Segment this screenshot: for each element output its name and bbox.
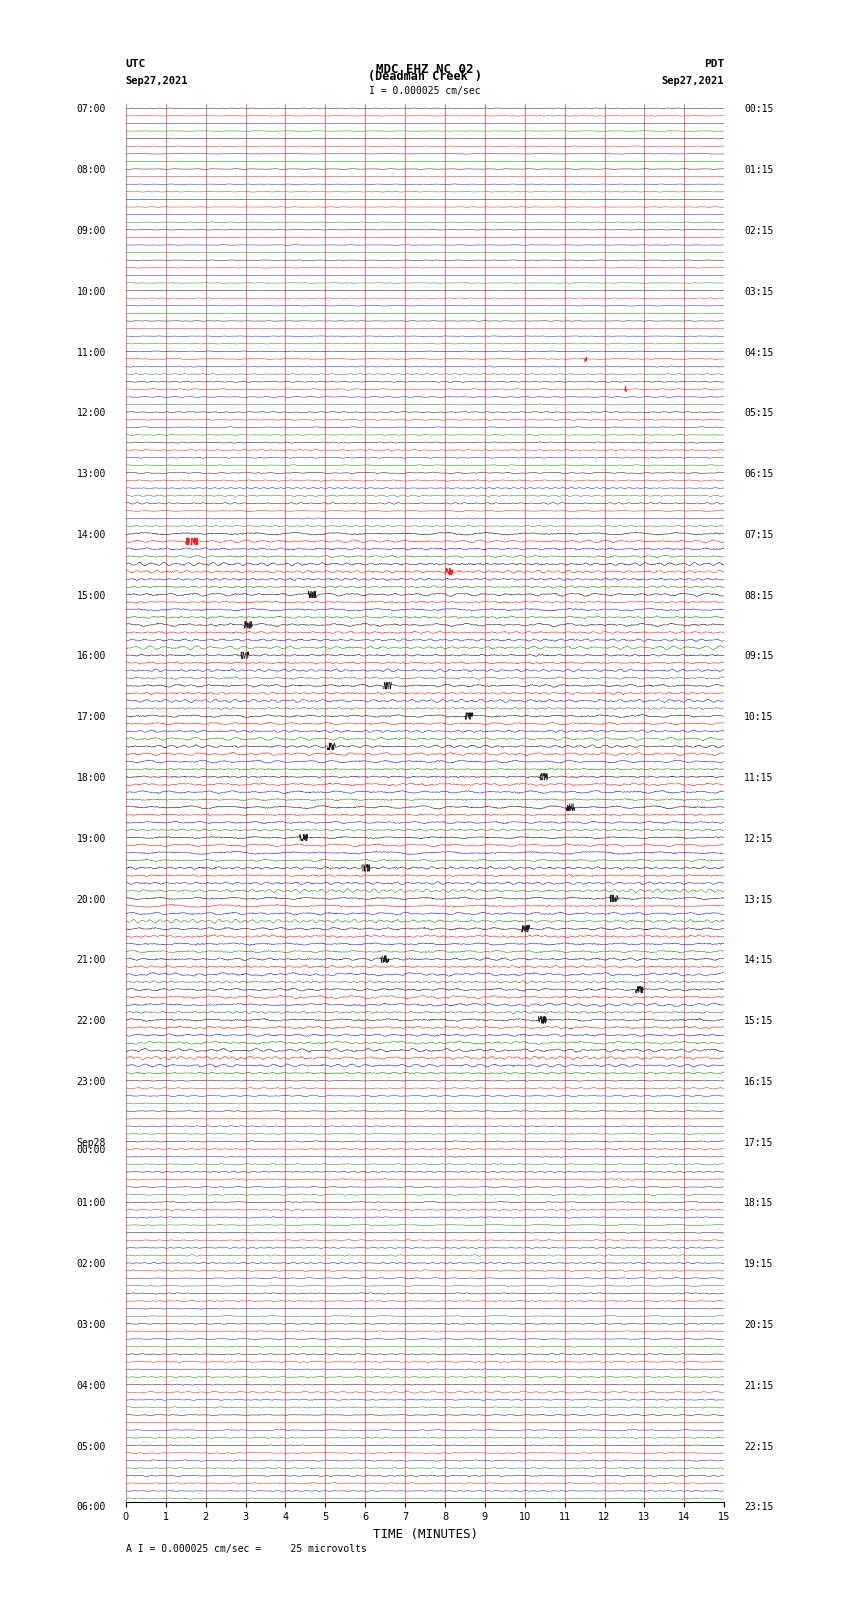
Text: A I = 0.000025 cm/sec =     25 microvolts: A I = 0.000025 cm/sec = 25 microvolts bbox=[126, 1544, 366, 1555]
X-axis label: TIME (MINUTES): TIME (MINUTES) bbox=[372, 1528, 478, 1540]
Text: 16:15: 16:15 bbox=[744, 1077, 774, 1087]
Text: 03:15: 03:15 bbox=[744, 287, 774, 297]
Text: 20:15: 20:15 bbox=[744, 1319, 774, 1331]
Text: 02:00: 02:00 bbox=[76, 1260, 106, 1269]
Text: 03:00: 03:00 bbox=[76, 1319, 106, 1331]
Text: 04:15: 04:15 bbox=[744, 347, 774, 358]
Text: 02:15: 02:15 bbox=[744, 226, 774, 235]
Text: 18:00: 18:00 bbox=[76, 773, 106, 782]
Text: MDC EHZ NC 02: MDC EHZ NC 02 bbox=[377, 63, 473, 76]
Text: PDT: PDT bbox=[704, 60, 724, 69]
Text: Sep27,2021: Sep27,2021 bbox=[126, 76, 189, 85]
Text: 05:00: 05:00 bbox=[76, 1442, 106, 1452]
Text: 12:15: 12:15 bbox=[744, 834, 774, 844]
Text: 16:00: 16:00 bbox=[76, 652, 106, 661]
Text: 17:00: 17:00 bbox=[76, 713, 106, 723]
Text: (Deadman Creek ): (Deadman Creek ) bbox=[368, 71, 482, 84]
Text: 11:15: 11:15 bbox=[744, 773, 774, 782]
Text: 23:00: 23:00 bbox=[76, 1077, 106, 1087]
Text: 00:00: 00:00 bbox=[76, 1145, 106, 1155]
Text: 01:15: 01:15 bbox=[744, 165, 774, 176]
Text: 10:15: 10:15 bbox=[744, 713, 774, 723]
Text: 01:00: 01:00 bbox=[76, 1198, 106, 1208]
Text: 13:00: 13:00 bbox=[76, 469, 106, 479]
Text: I = 0.000025 cm/sec: I = 0.000025 cm/sec bbox=[369, 85, 481, 97]
Text: 22:00: 22:00 bbox=[76, 1016, 106, 1026]
Text: 08:15: 08:15 bbox=[744, 590, 774, 600]
Text: 19:00: 19:00 bbox=[76, 834, 106, 844]
Text: 08:00: 08:00 bbox=[76, 165, 106, 176]
Text: 07:15: 07:15 bbox=[744, 531, 774, 540]
Text: 20:00: 20:00 bbox=[76, 895, 106, 905]
Text: 12:00: 12:00 bbox=[76, 408, 106, 418]
Text: 14:15: 14:15 bbox=[744, 955, 774, 965]
Text: 15:15: 15:15 bbox=[744, 1016, 774, 1026]
Text: 00:15: 00:15 bbox=[744, 105, 774, 115]
Text: 05:15: 05:15 bbox=[744, 408, 774, 418]
Text: 14:00: 14:00 bbox=[76, 531, 106, 540]
Text: Sep27,2021: Sep27,2021 bbox=[661, 76, 724, 85]
Text: 23:15: 23:15 bbox=[744, 1502, 774, 1513]
Text: 09:15: 09:15 bbox=[744, 652, 774, 661]
Text: 21:00: 21:00 bbox=[76, 955, 106, 965]
Text: 09:00: 09:00 bbox=[76, 226, 106, 235]
Text: 11:00: 11:00 bbox=[76, 347, 106, 358]
Text: 21:15: 21:15 bbox=[744, 1381, 774, 1390]
Text: 07:00: 07:00 bbox=[76, 105, 106, 115]
Text: 15:00: 15:00 bbox=[76, 590, 106, 600]
Text: 04:00: 04:00 bbox=[76, 1381, 106, 1390]
Text: 13:15: 13:15 bbox=[744, 895, 774, 905]
Text: 06:00: 06:00 bbox=[76, 1502, 106, 1513]
Text: 06:15: 06:15 bbox=[744, 469, 774, 479]
Text: 18:15: 18:15 bbox=[744, 1198, 774, 1208]
Text: UTC: UTC bbox=[126, 60, 146, 69]
Text: 19:15: 19:15 bbox=[744, 1260, 774, 1269]
Text: 10:00: 10:00 bbox=[76, 287, 106, 297]
Text: 22:15: 22:15 bbox=[744, 1442, 774, 1452]
Text: Sep28: Sep28 bbox=[76, 1137, 106, 1148]
Text: 17:15: 17:15 bbox=[744, 1137, 774, 1148]
